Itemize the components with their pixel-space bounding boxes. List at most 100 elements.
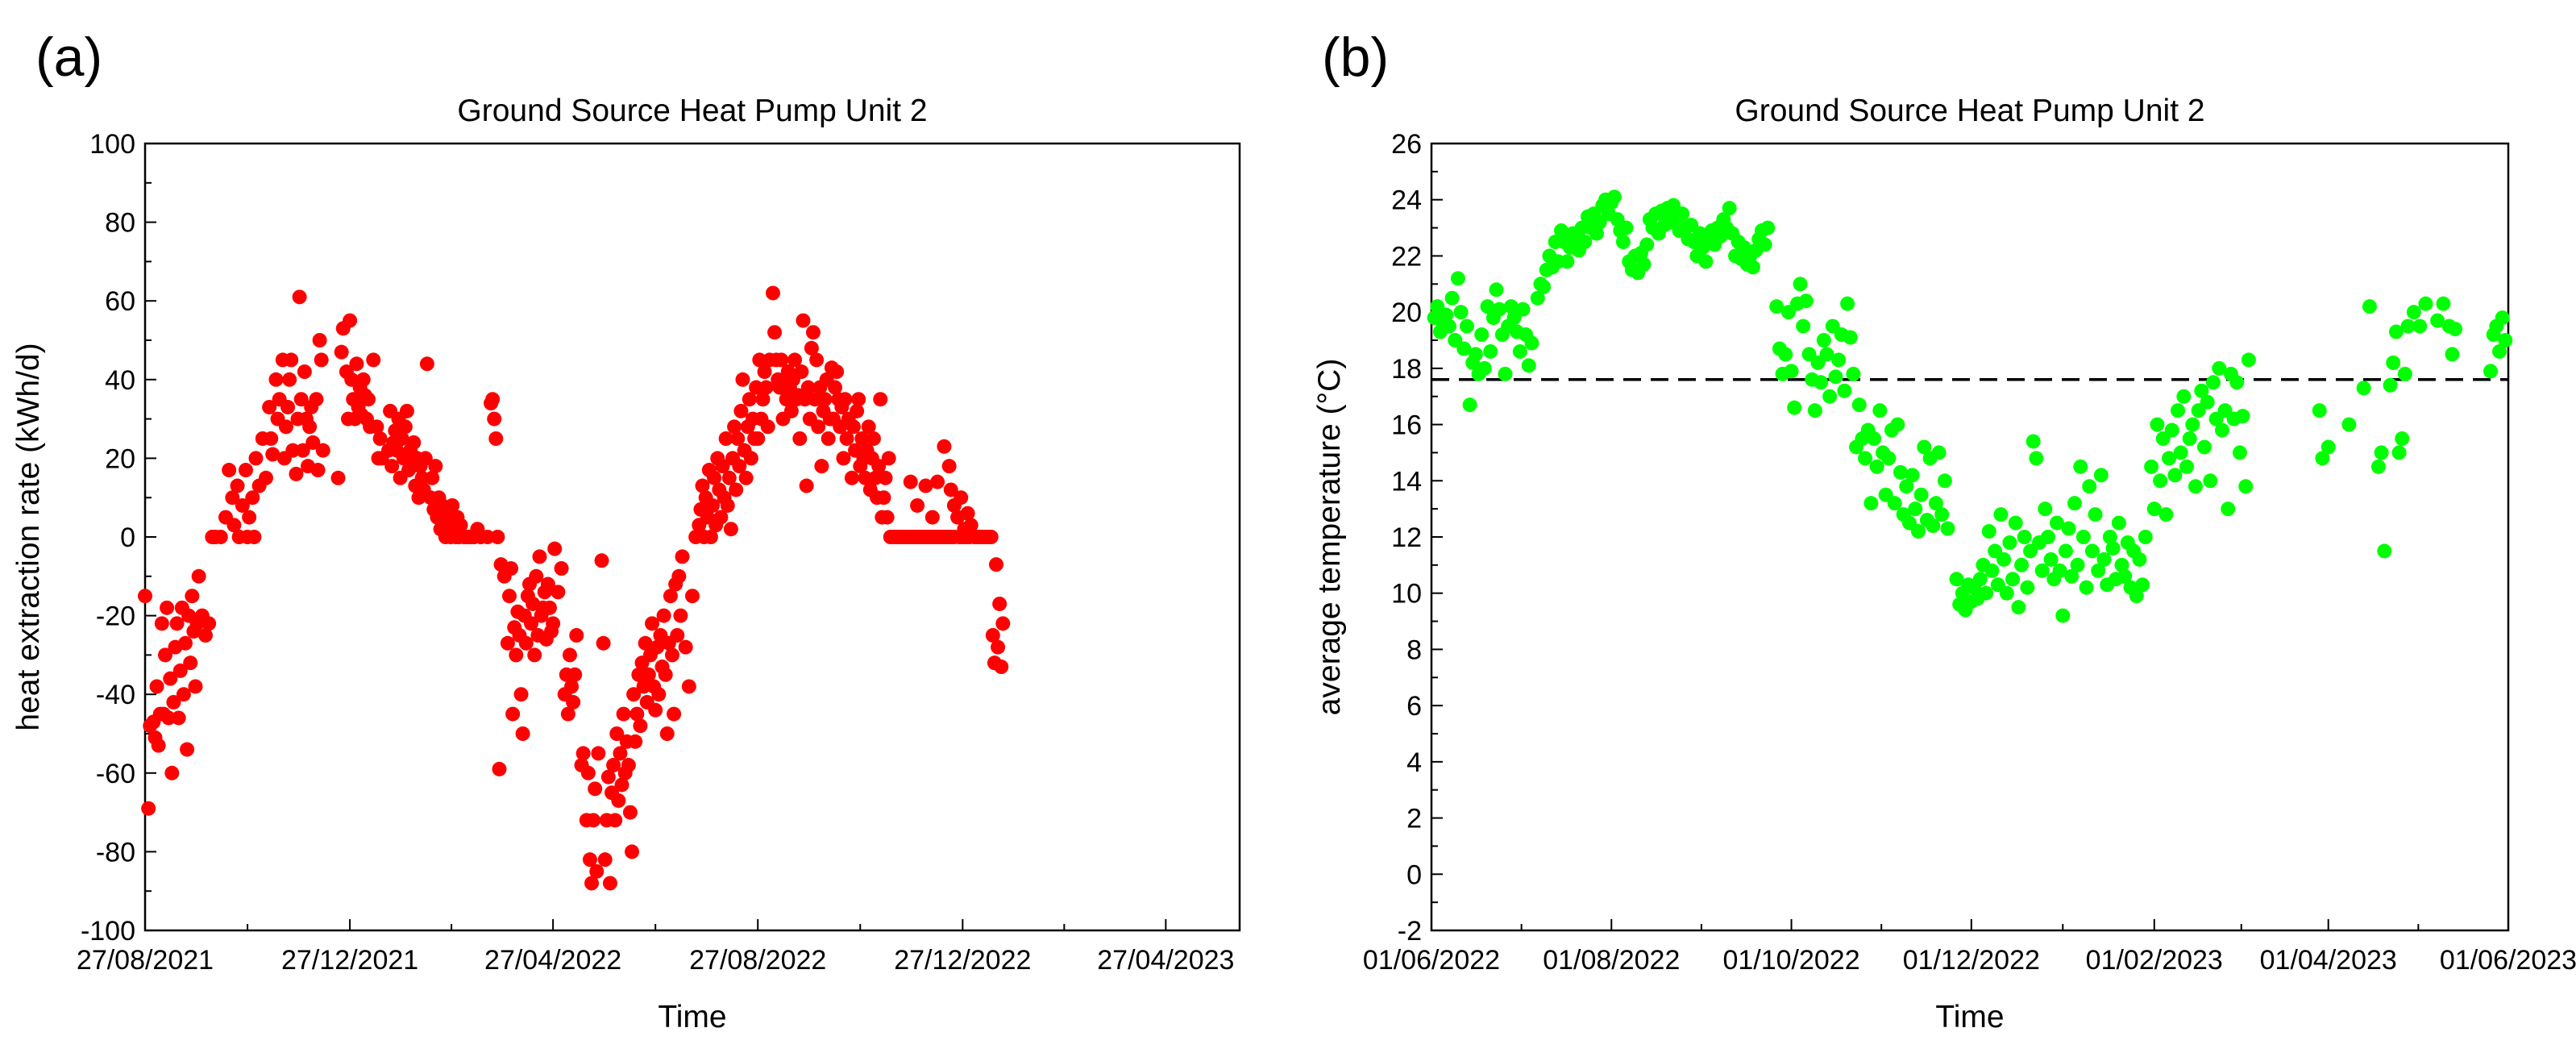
- chart-a-point: [361, 392, 376, 407]
- chart-a-point: [903, 474, 918, 489]
- chart-b-point: [1949, 572, 1964, 587]
- chart-a-point: [713, 510, 729, 525]
- chart-a-point: [792, 431, 808, 446]
- chart-b-point: [2356, 381, 2371, 396]
- chart-b-point: [2362, 299, 2377, 314]
- chart-a-point: [226, 518, 242, 533]
- chart-a-point: [670, 628, 685, 643]
- chart-a-point: [625, 844, 640, 859]
- chart-b-point: [1816, 333, 1831, 347]
- chart-a-point: [349, 356, 364, 372]
- chart-a-point: [163, 671, 178, 686]
- chart-a-point: [667, 706, 682, 722]
- chart-a: Ground Source Heat Pump Unit 2 100 80 60 40 2…: [11, 94, 1241, 1034]
- chart-a-point: [796, 313, 811, 328]
- chart-a-point: [397, 419, 413, 435]
- chart-a-point: [247, 530, 262, 544]
- chart-b-ytick-label: 2: [1406, 804, 1422, 834]
- chart-b-point: [2194, 383, 2209, 398]
- chart-b-point: [1831, 352, 1847, 368]
- chart-b-point: [1851, 397, 1867, 413]
- chart-a-point: [755, 392, 771, 407]
- chart-b-ytick-label: 18: [1391, 354, 1422, 385]
- chart-a-point: [418, 451, 433, 466]
- chart-b: Ground Source Heat Pump Unit 22624222018…: [1312, 94, 2576, 1034]
- chart-b-point: [2058, 543, 2073, 559]
- chart-b-point: [2073, 459, 2088, 474]
- chart-b-title: Ground Source Heat Pump Unit 2: [1735, 94, 2204, 128]
- chart-b-point: [2002, 535, 2017, 550]
- chart-a-point: [138, 589, 152, 604]
- chart-b-point: [2492, 343, 2507, 359]
- chart-b-point: [2395, 431, 2410, 446]
- chart-b-xlabel: Time: [1935, 1000, 2004, 1034]
- chart-a-point: [428, 459, 443, 474]
- chart-a-ytick-label: 0: [120, 522, 135, 553]
- chart-a-point: [622, 805, 638, 820]
- chart-b-point: [1796, 318, 1811, 334]
- chart-a-point: [910, 497, 925, 513]
- chart-b-point: [1515, 302, 1531, 317]
- chart-b-ytick-label: 22: [1391, 241, 1422, 272]
- chart-b-point: [2241, 352, 2256, 368]
- chart-a-point: [265, 447, 280, 462]
- chart-a-point: [844, 470, 859, 485]
- chart-b-point: [1899, 479, 1914, 494]
- chart-b-point: [2448, 322, 2463, 337]
- chart-b-point: [1787, 400, 1802, 415]
- chart-a-point: [846, 419, 861, 435]
- chart-b-point: [1530, 290, 1545, 306]
- chart-a-point: [315, 443, 330, 458]
- chart-b-point: [1439, 307, 1454, 323]
- chart-a-point: [293, 392, 309, 407]
- chart-a-point: [650, 639, 665, 655]
- chart-b-point: [2093, 468, 2109, 483]
- chart-b-point: [1846, 366, 1861, 381]
- chart-a-point: [960, 506, 975, 521]
- chart-a-point: [703, 530, 718, 544]
- chart-b-point: [2105, 540, 2121, 556]
- chart-b-point: [1477, 360, 1492, 376]
- chart-b-point: [1760, 220, 1776, 235]
- chart-b-point: [2025, 434, 2041, 449]
- chart-a-point: [678, 639, 693, 655]
- chart-a-ytick-label: -40: [96, 680, 135, 710]
- chart-a-point: [554, 561, 569, 576]
- chart-a-point: [613, 746, 628, 761]
- chart-b-point: [2483, 364, 2499, 379]
- chart-b-point: [2067, 496, 2082, 511]
- chart-b-point: [1819, 347, 1834, 362]
- chart-b-ytick-label: 10: [1391, 579, 1422, 610]
- chart-a-point: [171, 710, 186, 726]
- chart-b-point: [1979, 585, 1994, 601]
- chart-a-point: [626, 687, 642, 702]
- chart-a-point: [758, 380, 774, 395]
- chart-a-point: [783, 403, 799, 418]
- chart-b-point: [2495, 310, 2510, 326]
- chart-b-point: [2082, 479, 2097, 494]
- chart-b-point: [2150, 417, 2165, 432]
- chart-b-point: [1893, 464, 1908, 480]
- chart-a-point: [608, 813, 623, 828]
- chart-b-point: [2091, 563, 2106, 578]
- chart-a-point: [941, 459, 957, 474]
- chart-a-point: [609, 726, 625, 741]
- chart-a-point: [937, 439, 952, 454]
- chart-a-point: [695, 478, 710, 493]
- chart-a-point: [991, 639, 1006, 655]
- chart-b-point: [1450, 271, 1465, 286]
- chart-a-point: [675, 549, 690, 564]
- chart-b-point: [2196, 439, 2212, 455]
- chart-a-point: [504, 561, 519, 576]
- chart-b-point: [1931, 445, 1947, 460]
- chart-b-point: [1503, 299, 1519, 314]
- chart-a-point: [268, 372, 284, 387]
- chart-a-point: [804, 340, 819, 356]
- chart-a-point: [873, 392, 888, 407]
- chart-a-ytick-label: -100: [81, 916, 135, 947]
- chart-a-point: [164, 765, 180, 780]
- chart-a-point: [334, 344, 349, 360]
- chart-b-point: [1489, 282, 1504, 298]
- chart-a-point: [596, 635, 611, 651]
